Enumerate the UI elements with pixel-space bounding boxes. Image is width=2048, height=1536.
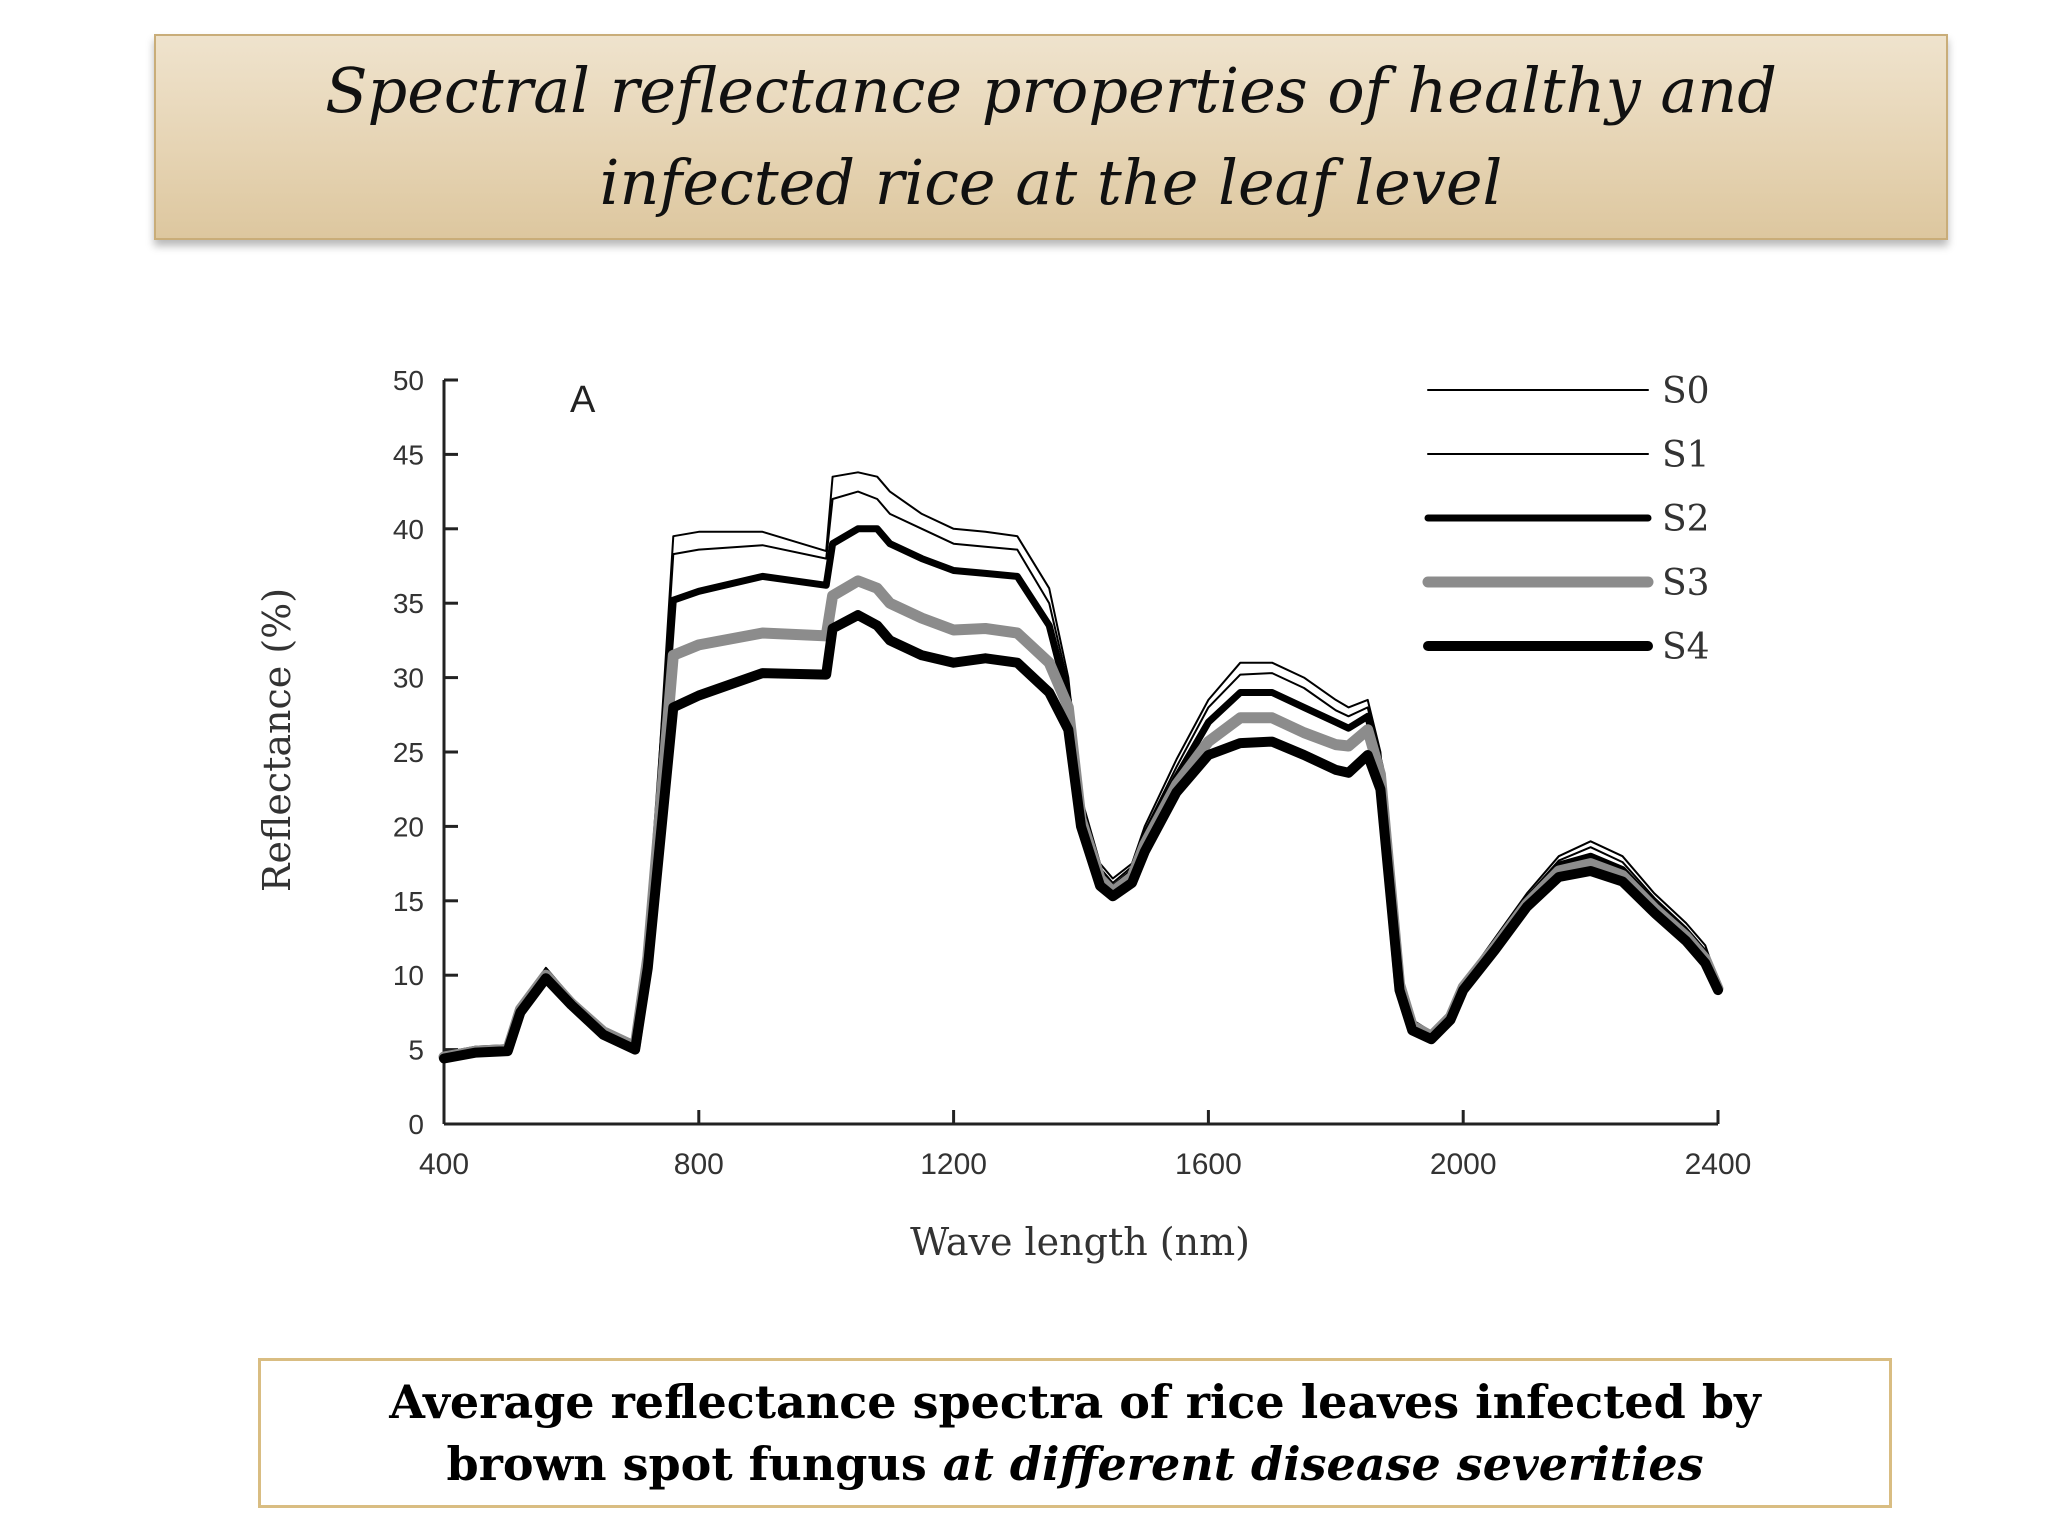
caption-box: Average reflectance spectra of rice leav… (258, 1358, 1892, 1508)
x-tick-label: 2000 (1430, 1148, 1497, 1181)
legend-label-s4: S4 (1662, 627, 1710, 668)
y-tick-label: 35 (393, 588, 424, 619)
chart-axes: 0 5 10 15 20 25 30 35 40 45 50 400 800 1200 1600 2000 24… (393, 365, 1752, 1181)
caption-line-1: Average reflectance spectra of rice leav… (389, 1375, 1761, 1429)
y-tick-label: 20 (393, 811, 424, 842)
y-tick-label: 0 (408, 1109, 424, 1140)
caption-italic-text: at different disease severities (942, 1437, 1704, 1491)
slide-title-line-2: infected rice at the leaf level (599, 146, 1503, 219)
legend-label-s3: S3 (1662, 563, 1710, 604)
y-tick-label: 15 (393, 886, 424, 917)
slide-title-line-1: Spectral reflectance properties of healt… (325, 54, 1777, 127)
x-tick-label: 400 (419, 1148, 469, 1181)
x-tick-label: 800 (674, 1148, 724, 1181)
panel-label: A (570, 379, 596, 421)
y-tick-label: 5 (408, 1035, 424, 1066)
x-tick-label: 1200 (920, 1148, 987, 1181)
y-tick-label: 25 (393, 737, 424, 768)
y-axis-title: Reflectance (%) (255, 588, 299, 892)
chart-legend: S0 S1 S2 S3 S4 (1422, 371, 1710, 668)
y-tick-label: 30 (393, 663, 424, 694)
x-tick-label: 1600 (1175, 1148, 1242, 1181)
y-tick-label: 10 (393, 960, 424, 991)
slide-title-banner: Spectral reflectance properties of healt… (154, 34, 1948, 240)
y-tick-label: 40 (393, 514, 424, 545)
series-line-s0 (443, 471, 1719, 1054)
chart-series (438, 471, 1724, 1064)
y-tick-label: 50 (393, 365, 424, 396)
caption-plain-text: brown spot fungus (446, 1437, 927, 1491)
x-axis-title: Wave length (nm) (910, 1220, 1250, 1264)
x-tick-label: 2400 (1685, 1148, 1752, 1181)
caption-line-2: brown spot fungus at different disease s… (446, 1433, 1703, 1495)
y-tick-label: 45 (393, 439, 424, 470)
legend-label-s2: S2 (1662, 499, 1710, 540)
series-line-s4 (439, 610, 1723, 1064)
legend-label-s1: S1 (1662, 435, 1710, 476)
legend-label-s0: S0 (1662, 371, 1710, 412)
